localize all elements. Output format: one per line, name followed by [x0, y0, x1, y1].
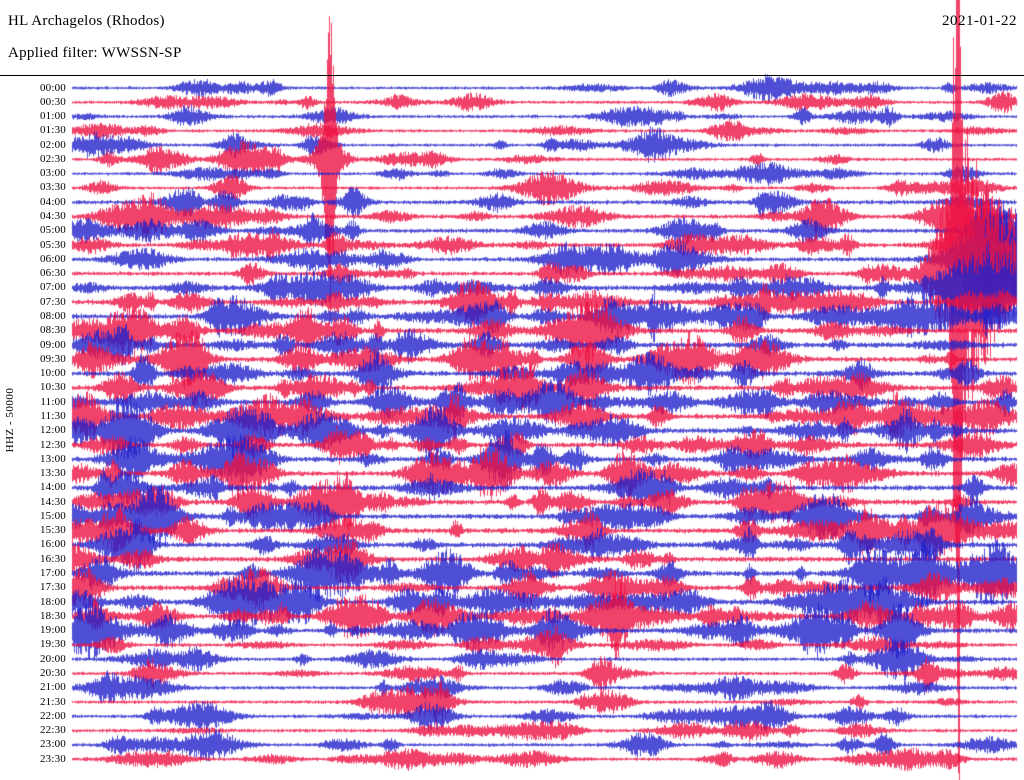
time-label: 13:30	[39, 467, 66, 480]
header-divider	[0, 75, 1024, 76]
time-label: 21:30	[39, 695, 66, 708]
station-title: HL Archagelos (Rhodos)	[8, 13, 165, 29]
time-label: 11:00	[40, 395, 66, 408]
time-label: 04:30	[39, 210, 66, 223]
time-label: 16:30	[39, 552, 66, 565]
time-label: 23:30	[39, 752, 66, 765]
time-label: 11:30	[40, 409, 66, 422]
time-label: 03:30	[39, 181, 66, 194]
time-label: 23:00	[39, 738, 66, 751]
time-label: 05:00	[39, 224, 66, 237]
time-label: 14:00	[39, 481, 66, 494]
time-label: 08:30	[39, 324, 66, 337]
time-label: 01:00	[39, 110, 66, 123]
time-label: 17:00	[39, 567, 66, 580]
time-label: 01:30	[39, 124, 66, 137]
time-label: 12:30	[39, 438, 66, 451]
time-label: 09:30	[39, 352, 66, 365]
time-label: 22:30	[39, 724, 66, 737]
time-label: 00:00	[39, 81, 66, 94]
time-label: 17:30	[39, 581, 66, 594]
time-label: 02:00	[39, 138, 66, 151]
time-label: 22:00	[39, 709, 66, 722]
time-label: 16:00	[39, 538, 66, 551]
time-label: 18:30	[39, 609, 66, 622]
time-label: 20:30	[39, 666, 66, 679]
time-label: 18:00	[39, 595, 66, 608]
time-label: 09:00	[39, 338, 66, 351]
time-label: 13:00	[39, 452, 66, 465]
time-label: 06:30	[39, 267, 66, 280]
time-label: 00:30	[39, 95, 66, 108]
time-label: 19:30	[39, 638, 66, 651]
time-label: 15:30	[39, 524, 66, 537]
time-label: 07:00	[39, 281, 66, 294]
time-label: 12:00	[39, 424, 66, 437]
time-label: 05:30	[39, 238, 66, 251]
time-label: 02:30	[39, 152, 66, 165]
time-label: 10:30	[39, 381, 66, 394]
time-label: 14:30	[39, 495, 66, 508]
time-label: 19:00	[39, 624, 66, 637]
time-label: 07:30	[39, 295, 66, 308]
time-label-column: 00:00 00:30 01:00 01:30 02:00 02:30 03:00 03:30…	[0, 0, 66, 780]
date-label: 2021-01-22	[942, 13, 1017, 29]
time-label: 06:00	[39, 252, 66, 265]
time-label: 20:00	[39, 652, 66, 665]
time-label: 10:00	[39, 367, 66, 380]
time-label: 04:00	[39, 195, 66, 208]
time-label: 08:00	[39, 309, 66, 322]
time-label: 21:00	[39, 681, 66, 694]
filter-label: Applied filter: WWSSN-SP	[8, 45, 182, 61]
time-label: 15:00	[39, 509, 66, 522]
time-label: 03:00	[39, 167, 66, 180]
